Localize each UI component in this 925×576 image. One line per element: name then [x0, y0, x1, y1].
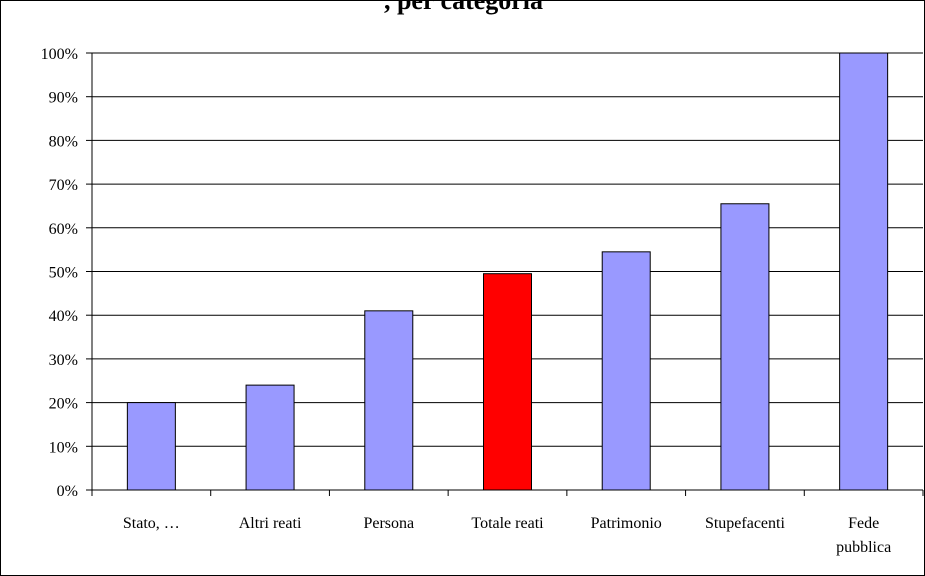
tick-labels: 0% 10% 20% 30% 40% 50% 60% 70% 80% 90% 100% Stato, …: [41, 46, 892, 556]
x-tick-label: Patrimonio: [591, 515, 662, 532]
y-tick-label: 90%: [49, 90, 78, 107]
y-tick-label: 50%: [49, 265, 78, 282]
x-tick-label: Fede pubblica: [836, 515, 891, 556]
y-tick-label: 100%: [41, 46, 78, 63]
axes: [86, 52, 924, 496]
y-tick-label: 10%: [49, 439, 78, 456]
y-tick-label: 40%: [49, 308, 78, 325]
x-tick-label: Stato, …: [123, 515, 180, 532]
bar: [839, 52, 889, 491]
x-tick-label: Totale reati: [471, 515, 544, 532]
y-tick-label: 80%: [49, 133, 78, 150]
bar: [483, 273, 532, 491]
bar: [126, 402, 176, 491]
x-tick-label: Persona: [363, 515, 414, 532]
y-tick-label: 20%: [49, 396, 78, 413]
bars: [126, 52, 889, 491]
y-tick-label: 70%: [49, 177, 78, 194]
y-tick-label: 60%: [49, 221, 78, 238]
bar: [601, 251, 651, 491]
x-tick-label: Altri reati: [239, 515, 302, 532]
bar: [245, 384, 295, 491]
bar: [720, 203, 770, 491]
y-tick-label: 0%: [57, 483, 78, 500]
chart-title: , per categoria: [383, 0, 544, 15]
y-tick-label: 30%: [49, 352, 78, 369]
x-tick-label: Stupefacenti: [705, 515, 786, 532]
bar: [364, 310, 414, 491]
